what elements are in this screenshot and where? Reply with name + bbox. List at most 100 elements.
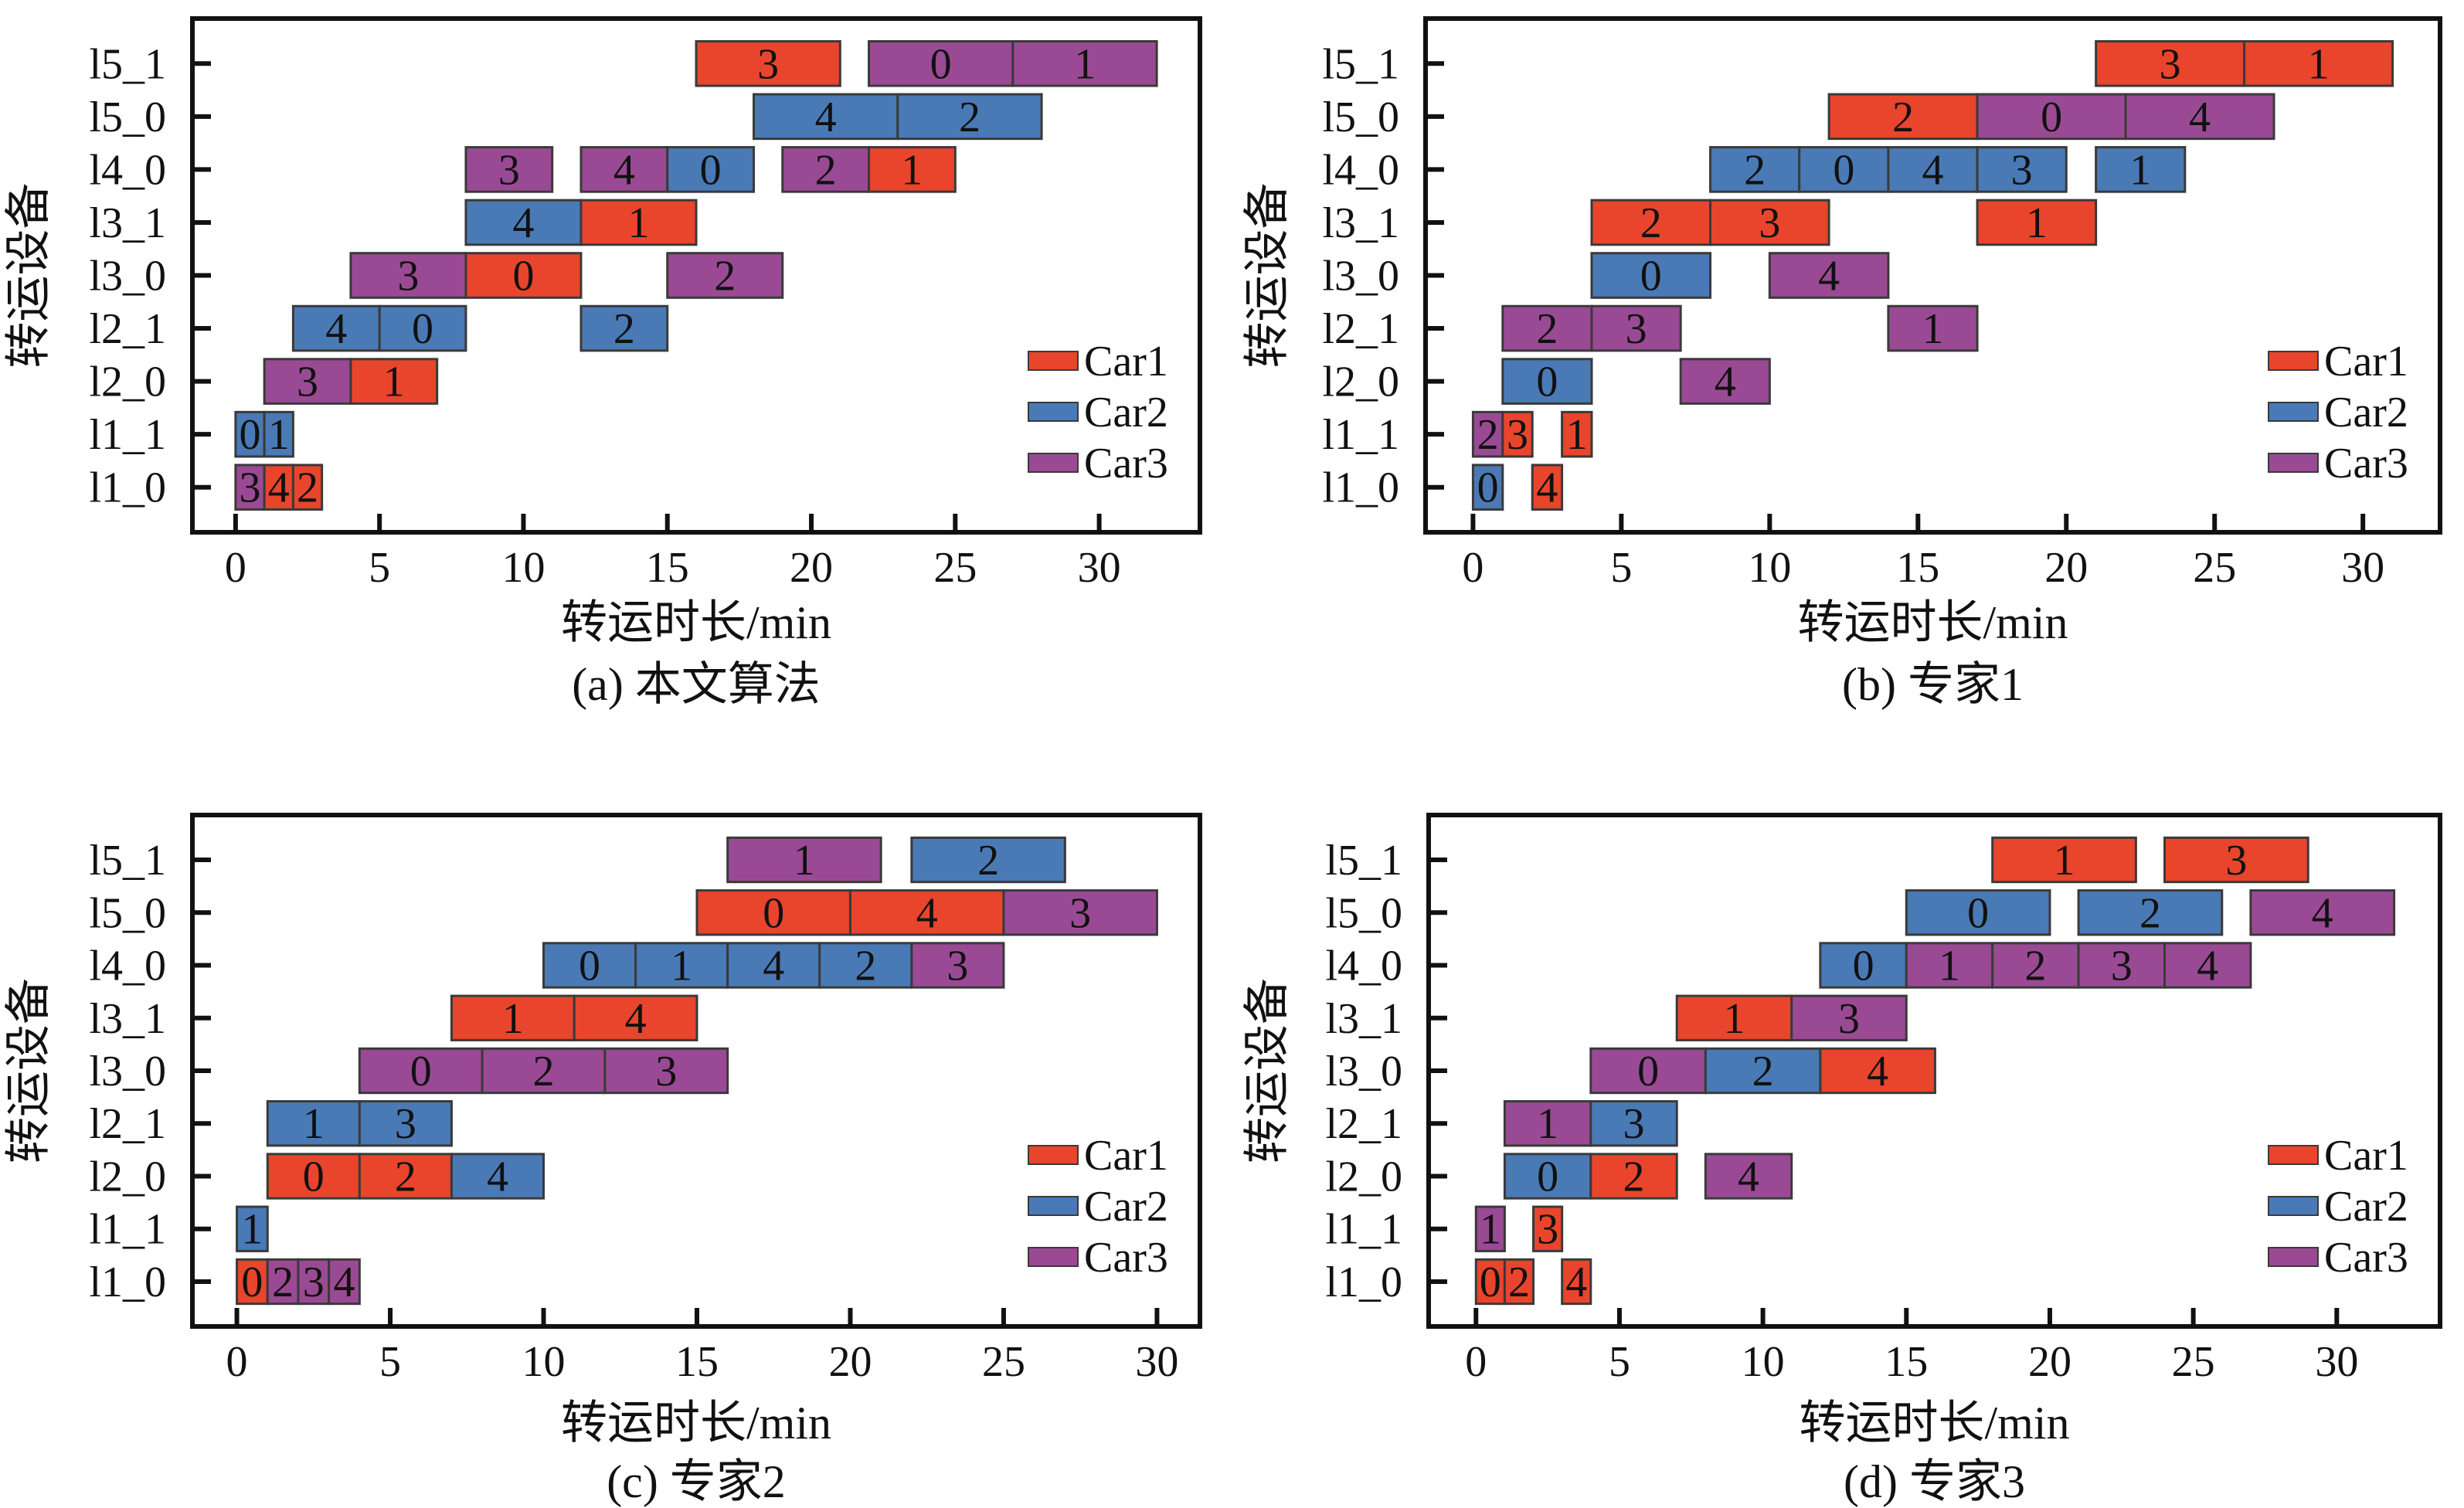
gantt-bar	[726, 836, 882, 884]
gantt-bar	[291, 464, 324, 511]
gantt-bar	[263, 410, 294, 458]
gantt-bar	[910, 942, 1005, 989]
bar-label: 0	[1536, 358, 1558, 406]
bar-label: 1	[2026, 199, 2048, 247]
legend-swatch-car2	[2268, 402, 2319, 422]
gantt-bar	[2095, 146, 2187, 193]
bar-label: 4	[512, 199, 534, 247]
bar-label: 2	[533, 1048, 555, 1095]
gantt-bar	[666, 146, 756, 193]
gantt-bar	[266, 1100, 361, 1147]
bar-label: 2	[1623, 1153, 1645, 1201]
bar-label: 4	[613, 146, 635, 194]
bar-label: 0	[2041, 93, 2062, 141]
bar-label: 0	[930, 40, 952, 88]
gantt-bar	[1590, 304, 1682, 352]
gantt-bar	[2077, 889, 2224, 936]
gantt-bar	[1709, 146, 1801, 193]
bar-label: 4	[1565, 1258, 1587, 1306]
gantt-bar	[1503, 1153, 1592, 1200]
bar-label: 4	[2197, 943, 2218, 990]
gantt-bar	[1471, 464, 1504, 511]
bar-label: 4	[1818, 253, 1840, 301]
bar-label: 0	[1640, 253, 1662, 301]
x-tick-label: 25	[2193, 544, 2236, 592]
bar-label: 2	[1477, 411, 1499, 459]
gantt-bar	[1991, 836, 2137, 884]
gantt-bar	[450, 994, 576, 1041]
legend-label: Car1	[1084, 1132, 1168, 1180]
y-axis-label: 转运设备	[3, 978, 54, 1163]
x-tick-label: 20	[790, 544, 833, 592]
legend-label: Car2	[1084, 1183, 1168, 1231]
bar-label: 4	[1867, 1048, 1888, 1095]
x-tick-label: 30	[1078, 544, 1121, 592]
bar-label: 0	[700, 146, 722, 194]
bar-label: 0	[512, 253, 534, 301]
gantt-bar	[291, 304, 381, 352]
y-tick-label: l1_1	[89, 411, 166, 459]
bar-label: 0	[579, 943, 600, 990]
bar-label: 2	[297, 464, 318, 512]
legend-swatch-car2	[2268, 1196, 2319, 1216]
gantt-bar	[297, 1258, 331, 1306]
y-tick-label: l1_1	[1325, 1206, 1402, 1254]
y-tick-label: l5_0	[89, 889, 166, 937]
panel-caption: (a) 本文算法	[572, 659, 821, 710]
gantt-bar	[1709, 199, 1830, 246]
bar-label: 2	[2024, 943, 2046, 990]
gantt-bar	[1503, 1258, 1535, 1306]
x-tick-label: 15	[1896, 544, 1939, 592]
gantt-bar	[1589, 1100, 1678, 1147]
bar-label: 4	[333, 1258, 355, 1306]
bar-label: 4	[325, 305, 347, 353]
gantt-bar	[358, 1153, 453, 1200]
y-tick-label: l2_0	[1322, 358, 1399, 406]
bar-label: 3	[297, 358, 318, 406]
bar-label: 0	[240, 411, 261, 459]
gantt-bar	[464, 146, 554, 193]
gantt-bar	[349, 252, 467, 299]
y-tick-label: l2_1	[1322, 305, 1399, 353]
gantt-bar	[236, 1205, 269, 1252]
x-axis-label: 转运时长/min	[561, 597, 831, 648]
gantt-bar	[1501, 410, 1534, 458]
bar-label: 1	[1723, 995, 1745, 1043]
bar-label: 3	[1623, 1100, 1645, 1148]
gantt-bar	[603, 1047, 729, 1095]
y-tick-label: l3_1	[1325, 995, 1402, 1043]
bar-label: 2	[855, 943, 876, 990]
bar-label: 0	[241, 1258, 263, 1306]
y-tick-label: l4_0	[1325, 943, 1402, 990]
gantt-bar	[1501, 358, 1593, 405]
legend-swatch-car2	[1028, 402, 1079, 422]
x-tick-label: 5	[379, 1338, 401, 1386]
bar-label: 1	[671, 943, 692, 990]
x-tick-label: 25	[2172, 1338, 2215, 1386]
bar-label: 2	[1744, 146, 1766, 194]
y-tick-label: l3_1	[89, 995, 166, 1043]
gantt-bar	[695, 39, 841, 87]
legend-swatch-car2	[1028, 1196, 1079, 1216]
bar-label: 1	[2054, 837, 2075, 885]
bar-label: 0	[1637, 1048, 1659, 1095]
legend-label: Car2	[2324, 1183, 2408, 1231]
x-tick-label: 5	[369, 544, 390, 592]
y-axis-label: 转运设备	[3, 183, 54, 369]
gantt-bar	[579, 304, 669, 352]
gantt-bar	[848, 889, 1005, 936]
y-tick-label: l1_0	[1322, 464, 1399, 512]
gantt-bar	[1011, 39, 1158, 87]
y-axis-label: 转运设备	[1242, 183, 1293, 369]
gantt-bar	[2124, 93, 2275, 141]
bar-label: 3	[2011, 146, 2033, 194]
bar-label: 0	[412, 305, 433, 353]
bar-label: 4	[916, 889, 938, 937]
legend-swatch-car3	[1028, 1247, 1079, 1267]
gantt-bar	[1887, 304, 1979, 352]
bar-label: 3	[498, 146, 520, 194]
gantt-panel-d: 1 30 2 40 1 2 3 41 30 2 41 30 2 41 30 2 4l1_0l1_1l2_0l2_…	[1242, 813, 2442, 1507]
bar-label: 2	[714, 253, 736, 301]
y-tick-label: l2_0	[1325, 1153, 1402, 1201]
